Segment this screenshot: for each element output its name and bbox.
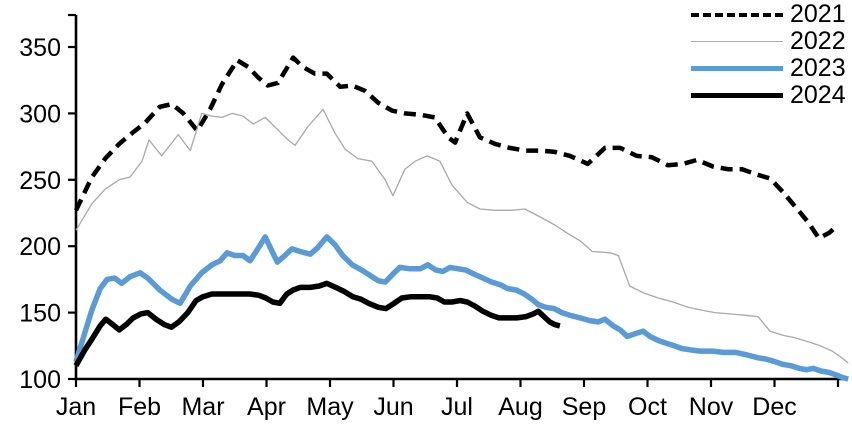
y-tick-label-350: 350 <box>19 34 61 62</box>
month-label-aug: Aug <box>498 393 542 421</box>
legend-label-2023: 2023 <box>790 54 846 82</box>
legend-line-2022 <box>691 41 783 42</box>
legend-row-2023: 2023 <box>691 55 846 82</box>
month-label-jan: Jan <box>56 393 96 421</box>
series-line-2022 <box>75 108 849 364</box>
legend-line-2024 <box>691 93 783 98</box>
series-line-2023 <box>73 234 849 382</box>
month-label-nov: Nov <box>689 393 734 421</box>
y-tick-label-100: 100 <box>19 366 61 394</box>
legend-line-2021 <box>691 12 783 17</box>
month-label-may: May <box>306 393 354 421</box>
legend-label-2024: 2024 <box>790 81 846 109</box>
legend-row-2024: 2024 <box>691 82 846 109</box>
month-label-mar: Mar <box>181 393 224 421</box>
legend-label-2022: 2022 <box>790 27 846 55</box>
month-label-sep: Sep <box>562 393 606 421</box>
legend-row-2021: 2021 <box>691 1 846 28</box>
y-tick-label-150: 150 <box>19 300 61 328</box>
legend-row-2022: 2022 <box>691 28 846 55</box>
month-label-feb: Feb <box>118 393 161 421</box>
month-label-oct: Oct <box>628 393 667 421</box>
month-label-dec: Dec <box>752 393 796 421</box>
legend: 2021 2022 2023 2024 <box>691 1 846 109</box>
legend-label-2021: 2021 <box>790 0 846 28</box>
y-tick-label-250: 250 <box>19 167 61 195</box>
month-label-jun: Jun <box>373 393 413 421</box>
y-tick-label-200: 200 <box>19 233 61 261</box>
legend-line-2023 <box>691 66 783 71</box>
month-label-apr: Apr <box>247 393 286 421</box>
month-label-jul: Jul <box>441 393 473 421</box>
series-line-2021 <box>73 55 840 241</box>
series-line-2024 <box>73 280 561 368</box>
y-tick-label-300: 300 <box>19 100 61 128</box>
